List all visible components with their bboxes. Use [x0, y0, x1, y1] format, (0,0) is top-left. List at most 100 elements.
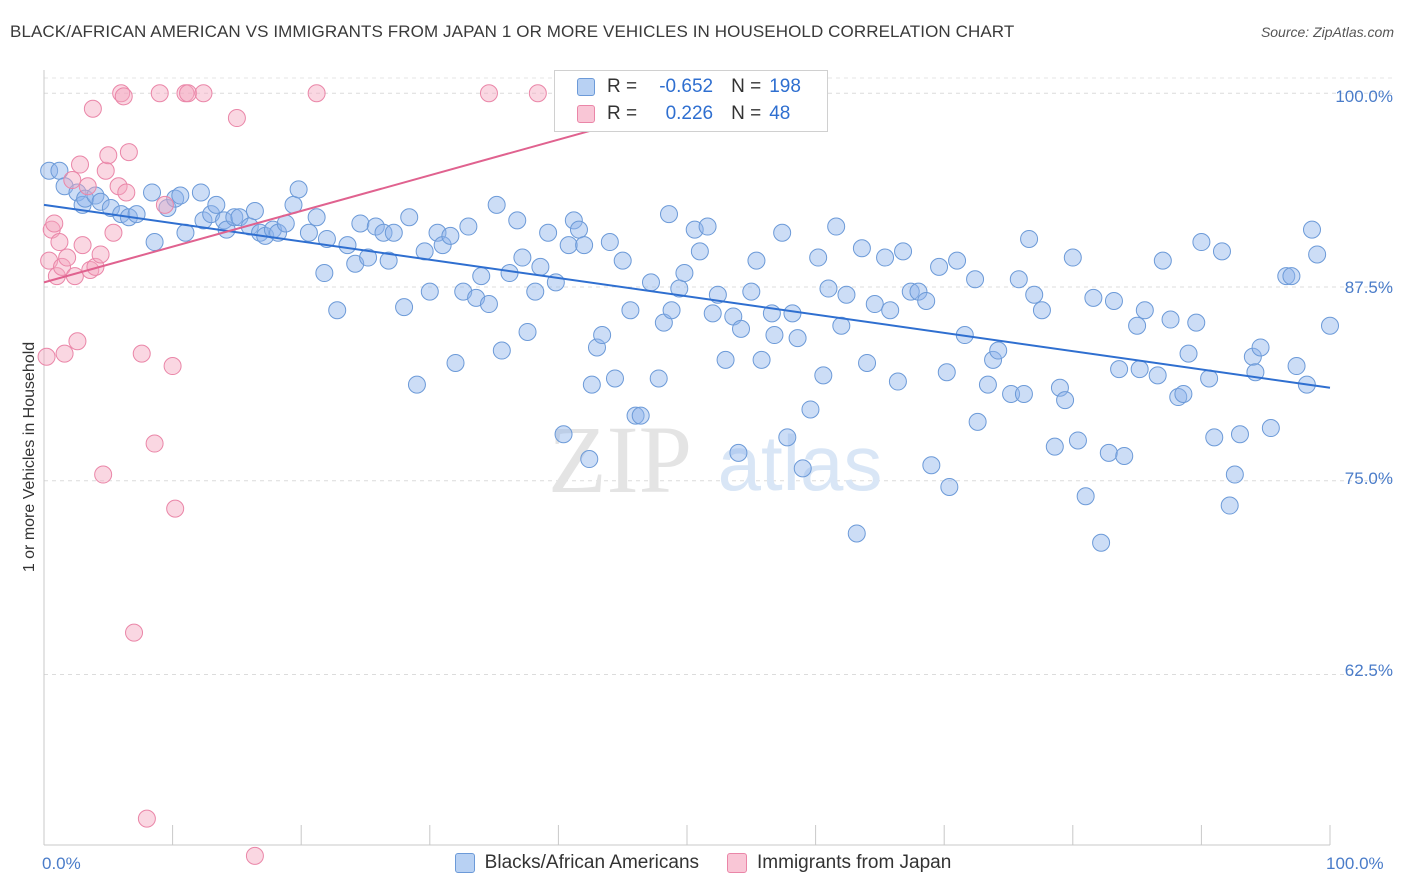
point-blacks-25 [230, 208, 249, 227]
point-japan-16 [83, 99, 102, 118]
point-blacks-38 [317, 229, 336, 248]
point-blacks-52 [420, 282, 439, 301]
point-blacks-80 [593, 326, 612, 345]
point-blacks-140 [984, 350, 1003, 369]
point-blacks-154 [1084, 288, 1103, 307]
point-blacks-70 [539, 223, 558, 242]
point-blacks-63 [492, 341, 511, 360]
x-tick-label-min: 0.0% [42, 854, 81, 873]
point-blacks-164 [1153, 251, 1172, 270]
point-blacks-104 [747, 251, 766, 270]
point-blacks-60 [472, 267, 491, 286]
point-japan-40 [245, 846, 264, 865]
point-blacks-109 [778, 428, 797, 447]
point-japan-11 [68, 332, 87, 351]
legend-r-value-blacks: -0.652 [659, 76, 714, 97]
point-blacks-182 [1282, 267, 1301, 286]
point-blacks-183 [1287, 357, 1306, 376]
point-japan-18 [91, 245, 110, 264]
correlation-legend: R = -0.652 N = 198 R = 0.226 N = 48 [554, 70, 828, 132]
point-japan-33 [155, 195, 174, 214]
point-japan-13 [73, 236, 92, 255]
point-blacks-83 [613, 251, 632, 270]
point-blacks-48 [395, 298, 414, 317]
legend-item-blacks[interactable]: Blacks/African Americans [454, 852, 699, 874]
data-points [37, 84, 1339, 865]
point-blacks-161 [1130, 360, 1149, 379]
point-japan-8 [58, 248, 77, 267]
legend-n-label: N = [731, 76, 762, 97]
point-blacks-170 [1192, 233, 1211, 252]
point-blacks-65 [508, 211, 527, 230]
legend-swatch-japan [577, 105, 595, 123]
point-blacks-7 [91, 192, 110, 211]
point-blacks-144 [1014, 384, 1033, 403]
point-blacks-174 [1220, 496, 1239, 515]
point-blacks-120 [847, 524, 866, 543]
point-japan-30 [137, 809, 156, 828]
point-blacks-76 [575, 236, 594, 255]
point-blacks-119 [837, 285, 856, 304]
point-japan-34 [163, 357, 182, 376]
legend-n-value-japan: 48 [769, 103, 791, 124]
point-blacks-107 [765, 326, 784, 345]
trend-lines [43, 92, 1331, 389]
point-blacks-150 [1056, 391, 1075, 410]
point-blacks-35 [299, 223, 318, 242]
point-blacks-171 [1200, 369, 1219, 388]
point-blacks-148 [1045, 437, 1064, 456]
point-blacks-143 [1009, 270, 1028, 289]
grid-lines [44, 77, 1392, 675]
point-blacks-157 [1104, 291, 1123, 310]
point-blacks-103 [742, 282, 761, 301]
point-blacks-95 [690, 242, 709, 261]
point-blacks-145 [1020, 229, 1039, 248]
point-japan-25 [114, 87, 133, 106]
legend-n-label: N = [731, 103, 762, 124]
point-blacks-177 [1243, 347, 1262, 366]
point-blacks-55 [441, 226, 460, 245]
point-blacks-69 [531, 257, 550, 276]
point-blacks-131 [922, 456, 941, 475]
point-blacks-11 [127, 205, 146, 224]
legend-swatch-blacks [577, 78, 595, 96]
point-blacks-27 [245, 202, 264, 221]
point-blacks-147 [1032, 301, 1051, 320]
point-blacks-141 [989, 341, 1008, 360]
point-blacks-173 [1212, 242, 1231, 261]
point-blacks-14 [158, 198, 177, 217]
point-blacks-105 [752, 350, 771, 369]
point-blacks-13 [145, 233, 164, 252]
point-blacks-146 [1025, 285, 1044, 304]
point-blacks-16 [171, 186, 190, 205]
point-blacks-122 [858, 353, 877, 372]
point-japan-38 [194, 84, 213, 103]
point-blacks-180 [1261, 419, 1280, 438]
point-japan-27 [119, 143, 138, 162]
legend-row-japan: R = 0.226 N = 48 [577, 102, 790, 126]
point-blacks-159 [1115, 446, 1134, 465]
point-blacks-139 [978, 375, 997, 394]
point-blacks-134 [940, 477, 959, 496]
trend-line-blacks [43, 203, 1331, 389]
point-blacks-130 [917, 291, 936, 310]
point-blacks-54 [433, 236, 452, 255]
legend-item-japan[interactable]: Immigrants from Japan [727, 852, 951, 874]
point-blacks-175 [1225, 465, 1244, 484]
point-japan-6 [53, 257, 72, 276]
source-credit: Source: ZipAtlas.com [1260, 24, 1394, 40]
point-blacks-153 [1076, 487, 1095, 506]
point-japan-37 [179, 84, 198, 103]
point-blacks-110 [783, 304, 802, 323]
point-blacks-56 [446, 353, 465, 372]
point-blacks-62 [487, 195, 506, 214]
point-japan-43 [528, 84, 547, 103]
y-tick-label-62-5: 62.5% [1344, 661, 1393, 680]
axes [43, 70, 1331, 846]
point-japan-39 [227, 109, 246, 128]
x-tick-label-max: 100.0% [1326, 854, 1384, 873]
point-blacks-39 [328, 301, 347, 320]
legend-r-label: R = [607, 103, 638, 124]
point-blacks-111 [788, 329, 807, 348]
